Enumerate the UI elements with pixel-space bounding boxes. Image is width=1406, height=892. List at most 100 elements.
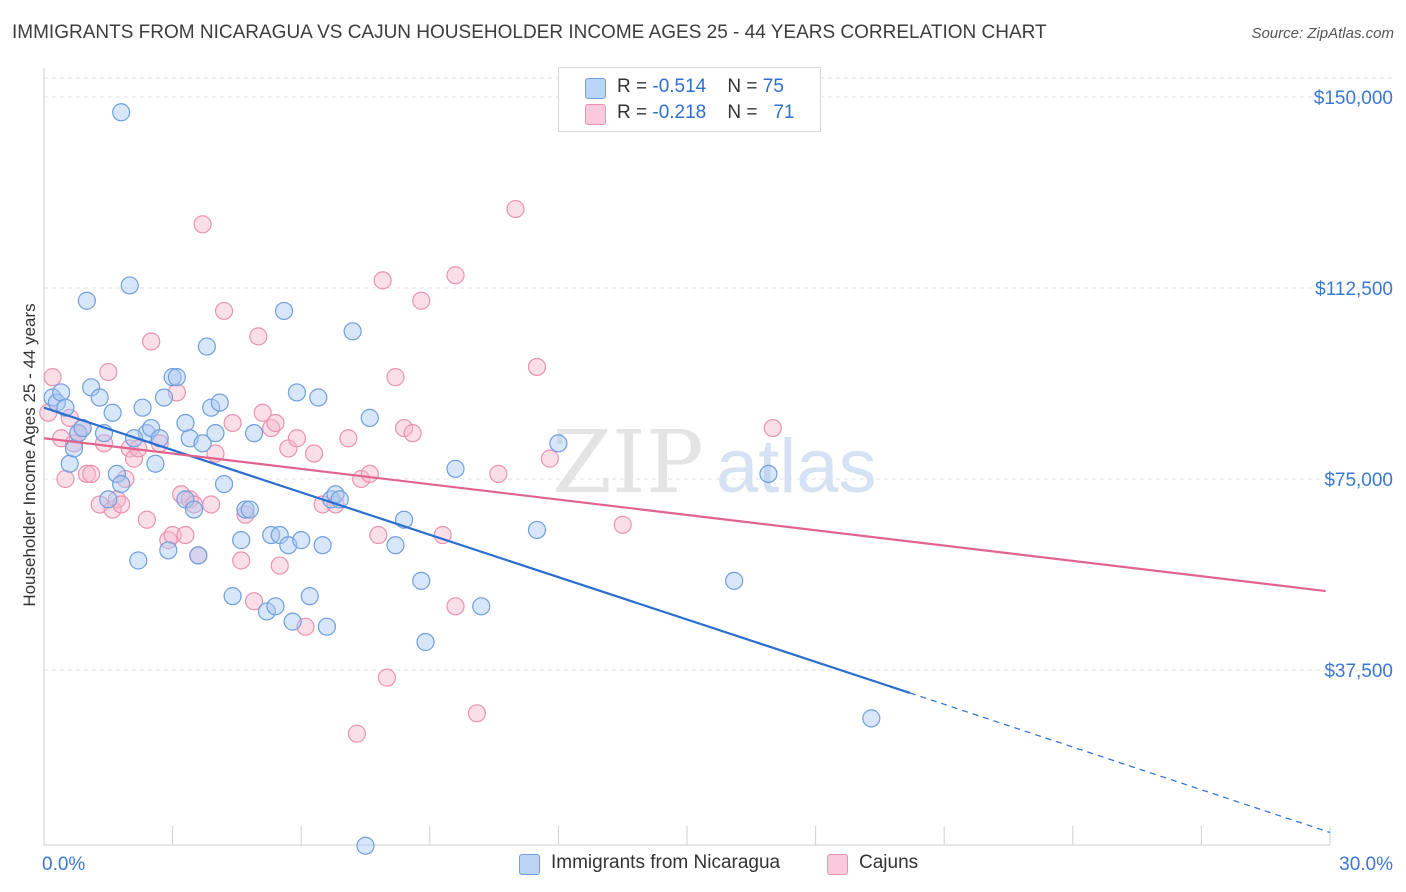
cajuns-point bbox=[613, 515, 632, 534]
y-tick-label: $75,000 bbox=[1324, 470, 1393, 491]
legend-r-value: -0.514 bbox=[652, 76, 707, 97]
nicaragua-point bbox=[99, 490, 118, 509]
cajuns-point bbox=[527, 357, 547, 377]
cajuns-point bbox=[249, 327, 268, 346]
cajuns-point bbox=[232, 551, 251, 570]
nicaragua-point bbox=[862, 709, 881, 728]
nicaragua-point bbox=[274, 301, 294, 321]
cajuns-point bbox=[193, 215, 212, 234]
nicaragua-point bbox=[56, 398, 75, 417]
nicaragua-point bbox=[343, 322, 362, 341]
bottom-legend-swatch-nicaragua bbox=[519, 854, 540, 875]
cajuns-point bbox=[386, 368, 405, 387]
y-tick-label: $150,000 bbox=[1314, 88, 1393, 109]
cajuns-point bbox=[77, 464, 96, 484]
bottom-legend-swatch-cajuns bbox=[827, 854, 848, 875]
nicaragua-point bbox=[360, 408, 379, 427]
cajuns-point bbox=[394, 418, 414, 438]
cajuns-point bbox=[446, 597, 465, 616]
nicaragua-point bbox=[244, 424, 264, 443]
nicaragua-point bbox=[193, 434, 212, 453]
chart-source: Source: ZipAtlas.com bbox=[1251, 25, 1394, 42]
nicaragua-point bbox=[133, 398, 152, 417]
y-tick-label: $37,500 bbox=[1324, 661, 1393, 682]
cajuns-points bbox=[39, 199, 782, 743]
nicaragua-point bbox=[309, 388, 328, 407]
nicaragua-point bbox=[412, 571, 431, 590]
cajuns-point bbox=[506, 199, 525, 219]
legend-swatch-nicaragua bbox=[585, 78, 606, 99]
y-tick-label: $112,500 bbox=[1315, 279, 1393, 300]
nicaragua-point bbox=[759, 464, 778, 484]
nicaragua-point bbox=[176, 413, 195, 433]
nicaragua-point bbox=[163, 368, 182, 387]
nicaragua-point bbox=[236, 500, 255, 519]
nicaragua-point bbox=[202, 398, 221, 417]
cajuns-point bbox=[43, 368, 62, 387]
nicaragua-point bbox=[527, 520, 547, 540]
cajuns-point bbox=[124, 449, 144, 468]
cajuns-point bbox=[287, 429, 307, 448]
cajuns-point bbox=[763, 418, 782, 438]
cajuns-point bbox=[377, 668, 397, 687]
nicaragua-point bbox=[112, 474, 131, 494]
nicaragua-point bbox=[232, 531, 251, 550]
cajuns-point bbox=[540, 449, 559, 468]
watermark-zip: ZIP bbox=[552, 413, 704, 513]
nicaragua-point bbox=[120, 276, 139, 295]
cajuns-point bbox=[266, 413, 285, 433]
correlation-legend: R = -0.514 N = 75 R = -0.218 N = 71 bbox=[558, 67, 821, 132]
cajuns-point bbox=[304, 444, 324, 463]
nicaragua-point bbox=[60, 454, 79, 473]
bottom-legend-label-nicaragua: Immigrants from Nicaragua bbox=[551, 852, 781, 873]
cajuns-point bbox=[202, 495, 221, 514]
x-tick-label: 30.0% bbox=[1339, 854, 1393, 875]
nicaragua-point bbox=[313, 536, 332, 555]
nicaragua-trend-extension bbox=[909, 692, 1331, 834]
legend-n-label: N = bbox=[727, 102, 763, 123]
cajuns-point bbox=[467, 704, 487, 723]
cajuns-point bbox=[347, 724, 367, 743]
nicaragua-point bbox=[154, 388, 174, 407]
nicaragua-point bbox=[386, 536, 405, 555]
axes bbox=[43, 68, 1331, 846]
nicaragua-point bbox=[107, 464, 126, 484]
nicaragua-point bbox=[167, 368, 186, 387]
cajuns-point bbox=[489, 464, 508, 484]
cajuns-point bbox=[403, 424, 422, 443]
gridlines bbox=[44, 77, 1396, 671]
legend-r-label: R = bbox=[617, 76, 653, 97]
nicaragua-point bbox=[472, 597, 491, 616]
nicaragua-point bbox=[77, 291, 96, 310]
bottom-legend-label-cajuns: Cajuns bbox=[859, 852, 919, 873]
nicaragua-point bbox=[300, 587, 319, 606]
nicaragua-point bbox=[283, 612, 302, 631]
nicaragua-point bbox=[725, 571, 744, 590]
legend-r-value: -0.218 bbox=[652, 102, 707, 123]
nicaragua-point bbox=[197, 337, 216, 356]
y-axis-title: Householder Income Ages 25 - 44 years bbox=[20, 303, 39, 606]
nicaragua-point bbox=[112, 103, 131, 122]
cajuns-point bbox=[223, 413, 242, 433]
nicaragua-point bbox=[129, 551, 148, 570]
cajuns-trend-line bbox=[43, 437, 1326, 593]
cajuns-point bbox=[137, 510, 156, 529]
cajuns-point bbox=[82, 464, 101, 484]
cajuns-point bbox=[244, 592, 264, 611]
nicaragua-point bbox=[103, 403, 122, 422]
legend-n-value: 75 bbox=[762, 76, 784, 97]
cajuns-point bbox=[56, 469, 75, 489]
nicaragua-point bbox=[146, 454, 165, 473]
cajuns-point bbox=[360, 464, 379, 484]
cajuns-point bbox=[373, 271, 392, 290]
nicaragua-point bbox=[287, 383, 307, 402]
nicaragua-point bbox=[317, 617, 337, 636]
nicaragua-point bbox=[223, 587, 242, 606]
nicaragua-point bbox=[189, 546, 208, 565]
cajuns-point bbox=[446, 266, 465, 285]
nicaragua-point bbox=[210, 393, 229, 412]
cajuns-point bbox=[214, 301, 234, 321]
legend-r-label: R = bbox=[617, 102, 653, 123]
nicaragua-point bbox=[159, 541, 178, 560]
nicaragua-point bbox=[257, 602, 277, 621]
